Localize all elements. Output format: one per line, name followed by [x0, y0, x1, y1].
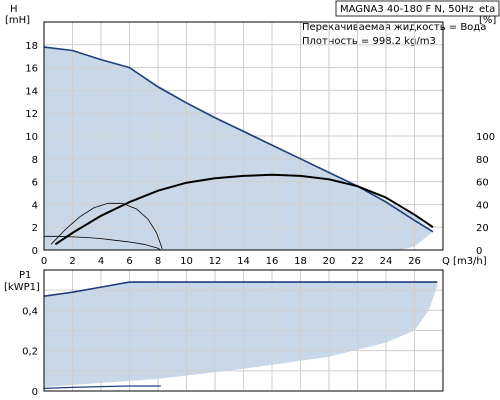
- x-tick-label: 26: [408, 256, 421, 267]
- series-line-h-max: [43, 46, 434, 233]
- series-line-p1-max: [43, 281, 438, 297]
- head-axis-label: H: [10, 4, 18, 15]
- x-tick-label: 10: [180, 256, 193, 267]
- title-box: [335, 0, 500, 17]
- series-line-eta-min: [50, 202, 163, 250]
- head-tick-label: 14: [25, 86, 38, 97]
- power-plot-frame: [43, 269, 444, 392]
- x-tick-label: 0: [41, 256, 47, 267]
- head-axis-unit: [mH]: [5, 15, 30, 26]
- x-tick-label: 18: [294, 256, 307, 267]
- eta-tick-label: 80: [476, 155, 489, 166]
- x-tick-label: 4: [98, 256, 104, 267]
- power-operating-area: [44, 282, 438, 387]
- eta-tick-label: 100: [476, 132, 495, 143]
- x-tick-label: 14: [237, 256, 250, 267]
- info-fluid: Перекачиваемая жидкость = Вода: [302, 22, 486, 33]
- x-tick-label: 16: [266, 256, 279, 267]
- power-tick-label: 0,4: [22, 306, 38, 317]
- x-tick-label: 12: [209, 256, 222, 267]
- x-tick-label: 2: [69, 256, 75, 267]
- eta-axis-label: eta: [479, 4, 495, 15]
- x-tick-label: 8: [155, 256, 161, 267]
- head-tick-label: 10: [25, 132, 38, 143]
- x-tick-label: 6: [126, 256, 132, 267]
- power-tick-label: 0,2: [22, 347, 38, 358]
- series-line-p1-min: [43, 385, 161, 389]
- eta-tick-label: 60: [476, 178, 489, 189]
- head-tick-label: 18: [25, 41, 38, 52]
- eta-tick-label: 0: [476, 246, 482, 257]
- x-tick-label: 22: [351, 256, 364, 267]
- head-tick-label: 12: [25, 109, 38, 120]
- head-plot-frame: [43, 21, 444, 251]
- chart-title: MAGNA3 40-180 F N, 50Hz: [340, 4, 474, 15]
- series-line-h-min: [44, 235, 162, 251]
- head-operating-area: [44, 47, 433, 250]
- power-axis-unit: [kWP1]: [4, 282, 40, 293]
- series-line-eta-max: [54, 173, 434, 246]
- power-axis-label: P1: [19, 270, 31, 281]
- flow-axis-label: Q [m3/h]: [442, 256, 487, 267]
- x-tick-label: 20: [323, 256, 336, 267]
- eta-axis-unit: [%]: [479, 15, 496, 26]
- head-tick-label: 0: [32, 246, 38, 257]
- info-density: Плотность = 998.2 kg/m3: [302, 36, 436, 47]
- head-tick-label: 6: [32, 178, 38, 189]
- head-tick-label: 16: [25, 64, 38, 75]
- eta-tick-label: 40: [476, 200, 489, 211]
- head-tick-label: 4: [32, 200, 38, 211]
- power-tick-label: 0: [32, 387, 38, 398]
- eta-tick-label: 20: [476, 223, 489, 234]
- head-tick-label: 8: [32, 155, 38, 166]
- head-tick-label: 2: [32, 223, 38, 234]
- x-tick-label: 24: [380, 256, 393, 267]
